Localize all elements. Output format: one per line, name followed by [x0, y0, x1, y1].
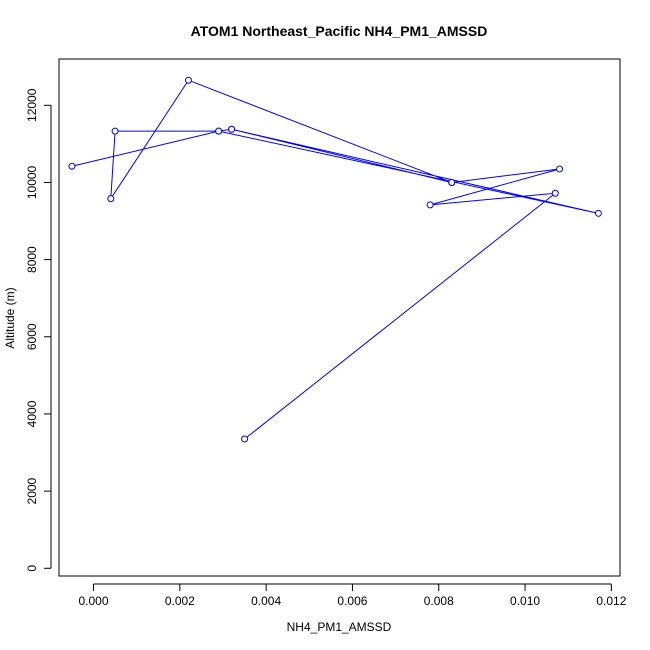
x-tick-label: 0.008	[424, 594, 454, 608]
data-point	[111, 127, 119, 135]
x-axis-label: NH4_PM1_AMSSD	[287, 620, 392, 634]
data-point	[107, 195, 115, 203]
data-point	[448, 178, 456, 186]
y-tick-label: 4000	[25, 400, 39, 427]
y-tick-label: 6000	[25, 323, 39, 350]
y-tick-label: 8000	[25, 246, 39, 273]
data-point	[184, 76, 192, 84]
x-tick-label: 0.000	[79, 594, 109, 608]
series-layer	[68, 76, 602, 443]
data-point	[551, 189, 559, 197]
chart-title: ATOM1 Northeast_Pacific NH4_PM1_AMSSD	[191, 23, 488, 39]
plot-area-frame	[58, 58, 621, 577]
y-axis-label: Altitude (m)	[3, 287, 17, 348]
data-point	[556, 165, 564, 173]
y-tick-label: 0	[25, 565, 39, 572]
x-tick-label: 0.012	[596, 594, 626, 608]
y-tick-label: 10000	[25, 165, 39, 199]
y-tick-label: 2000	[25, 477, 39, 504]
y-tick-label: 12000	[25, 88, 39, 122]
y-axis: 0 2000 4000 6000 8000 10000 12000	[25, 88, 52, 572]
x-tick-label: 0.010	[510, 594, 540, 608]
series-line	[71, 79, 599, 440]
data-point	[215, 127, 223, 135]
x-axis: 0.000 0.002 0.004 0.006 0.008 0.010 0.012	[79, 583, 627, 608]
x-tick-label: 0.006	[337, 594, 367, 608]
x-tick-label: 0.004	[251, 594, 281, 608]
data-point	[228, 125, 236, 133]
data-point	[241, 435, 249, 443]
data-point	[594, 209, 602, 217]
data-point	[68, 162, 76, 170]
data-point	[426, 201, 434, 209]
x-tick-label: 0.002	[165, 594, 195, 608]
